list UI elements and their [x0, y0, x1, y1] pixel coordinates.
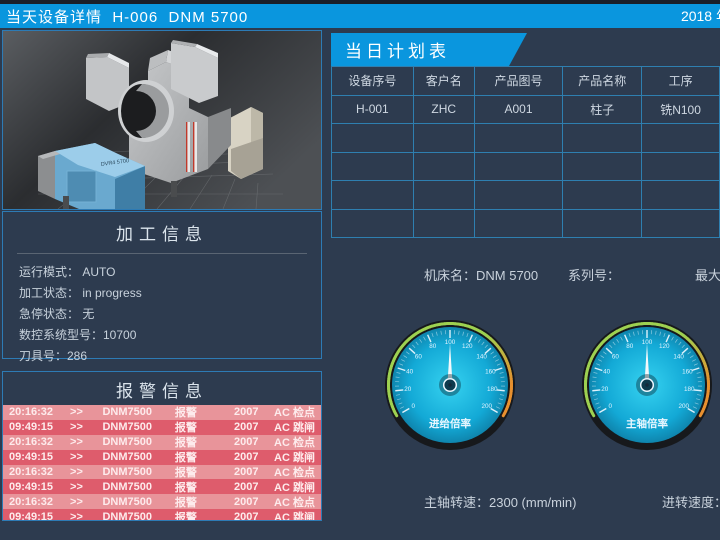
svg-text:180: 180	[684, 386, 695, 393]
svg-text:60: 60	[612, 353, 620, 360]
svg-text:160: 160	[682, 369, 693, 376]
svg-text:200: 200	[482, 403, 493, 410]
svg-text:80: 80	[429, 343, 437, 350]
svg-text:200: 200	[679, 403, 690, 410]
svg-text:100: 100	[642, 339, 653, 346]
svg-text:40: 40	[406, 369, 414, 376]
svg-text:0: 0	[411, 403, 415, 410]
svg-text:120: 120	[659, 343, 670, 350]
svg-text:20: 20	[601, 386, 609, 393]
svg-text:160: 160	[485, 369, 496, 376]
svg-text:140: 140	[476, 353, 487, 360]
svg-text:20: 20	[404, 386, 412, 393]
svg-text:80: 80	[626, 343, 634, 350]
svg-text:120: 120	[462, 343, 473, 350]
svg-text:60: 60	[415, 353, 423, 360]
svg-text:140: 140	[673, 353, 684, 360]
svg-text:40: 40	[603, 369, 611, 376]
svg-text:主轴倍率: 主轴倍率	[626, 417, 668, 430]
svg-text:进给倍率: 进给倍率	[429, 417, 471, 430]
svg-text:0: 0	[608, 403, 612, 410]
svg-text:180: 180	[487, 386, 498, 393]
svg-text:100: 100	[445, 339, 456, 346]
